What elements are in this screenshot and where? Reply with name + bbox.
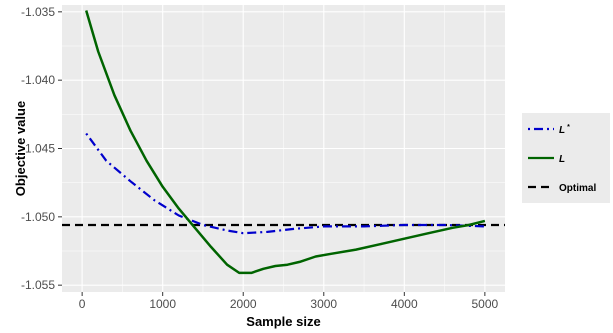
legend-label: L * — [559, 124, 570, 136]
y-axis-title: Objective value — [13, 101, 28, 196]
y-tick-label: -1.055 — [21, 278, 55, 292]
legend: L * L Optimal — [522, 113, 610, 203]
x-axis-ticks: 0 1000 2000 3000 4000 5000 — [79, 292, 499, 311]
y-tick-label: -1.045 — [21, 142, 55, 156]
x-tick-label: 2000 — [230, 297, 257, 311]
major-gridlines — [62, 5, 505, 292]
x-tick-label: 5000 — [472, 297, 499, 311]
x-tick-label: 3000 — [310, 297, 337, 311]
y-axis-ticks: -1.055 -1.050 -1.045 -1.040 -1.035 — [21, 5, 62, 292]
series-layer — [62, 10, 505, 275]
legend-label: Optimal — [559, 183, 596, 194]
series-line-l — [85, 10, 486, 275]
y-tick-label: -1.040 — [21, 73, 55, 87]
series-line-l- — [85, 132, 485, 235]
x-tick-label: 4000 — [391, 297, 418, 311]
x-tick-label: 1000 — [149, 297, 176, 311]
x-tick-label: 0 — [79, 297, 86, 311]
x-axis-title: Sample size — [246, 314, 320, 329]
y-tick-label: -1.050 — [21, 210, 55, 224]
y-tick-label: -1.035 — [21, 5, 55, 19]
legend-label: L — [559, 154, 565, 165]
